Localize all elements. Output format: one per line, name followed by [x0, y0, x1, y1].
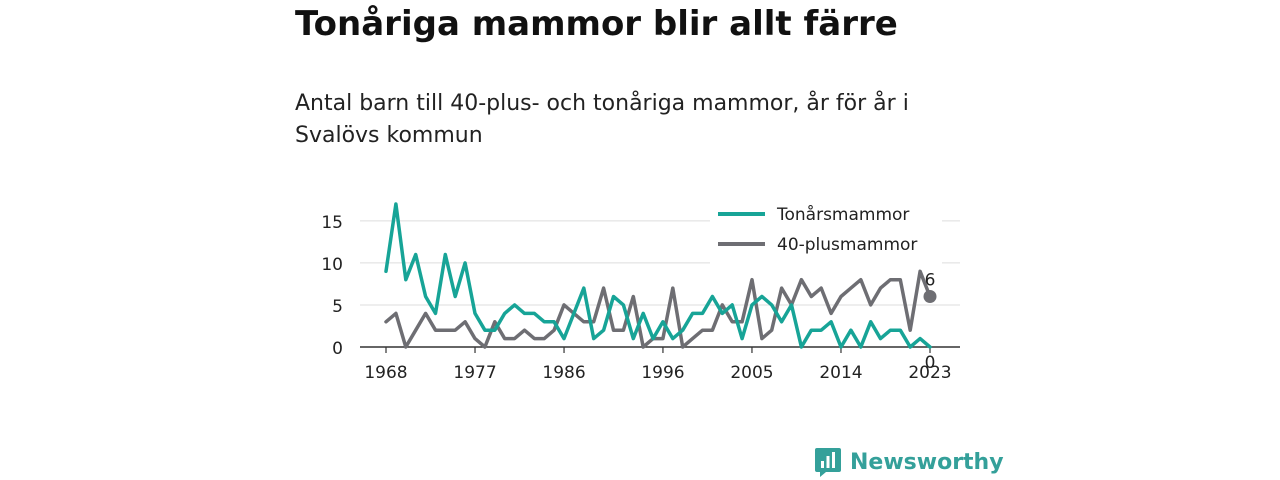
legend-label-0: Tonårsmammor [776, 204, 909, 225]
y-tick-label: 5 [332, 297, 343, 317]
legend-background [710, 200, 942, 264]
newsworthy-logo-icon [815, 448, 841, 477]
series-line-tonarsmammor [384, 202, 932, 349]
chart-title: Tonåriga mammor blir allt färre [295, 4, 898, 44]
end-label-tonarsmammor: 0 [925, 353, 936, 373]
x-tick-label: 2005 [730, 363, 773, 383]
y-tick-label: 15 [321, 213, 343, 233]
end-label-40-plusmammor: 6 [925, 271, 936, 291]
y-tick-label: 0 [332, 339, 343, 359]
legend-label-1: 40-plusmammor [777, 235, 917, 255]
x-tick-label: 2014 [819, 363, 862, 383]
end-marker-40-plusmammor [923, 290, 937, 304]
chart-subtitle: Antal barn till 40-plus- och tonåriga ma… [295, 91, 909, 148]
x-tick-label: 1977 [453, 363, 496, 383]
end-labels: 60 [923, 271, 937, 373]
x-tick-label: 1996 [641, 363, 684, 383]
x-tick-label: 2023 [908, 363, 951, 383]
logo-text: Newsworthy [850, 449, 1004, 475]
y-tick-label: 10 [321, 255, 343, 275]
legend: Tonårsmammor 40-plusmammor [710, 200, 942, 264]
newsworthy-logo: Newsworthy [814, 446, 1004, 478]
line-chart: 0 5 10 15 1968 1977 1986 1996 2005 2014 2023 Tonår… [321, 200, 960, 383]
x-tick-label: 1986 [542, 363, 585, 383]
series-lines [384, 202, 932, 349]
axes: 0 5 10 15 1968 1977 1986 1996 2005 2014 2023 [321, 213, 960, 383]
x-tick-label: 1968 [364, 363, 407, 383]
series-line-40-plusmammor [384, 269, 932, 349]
